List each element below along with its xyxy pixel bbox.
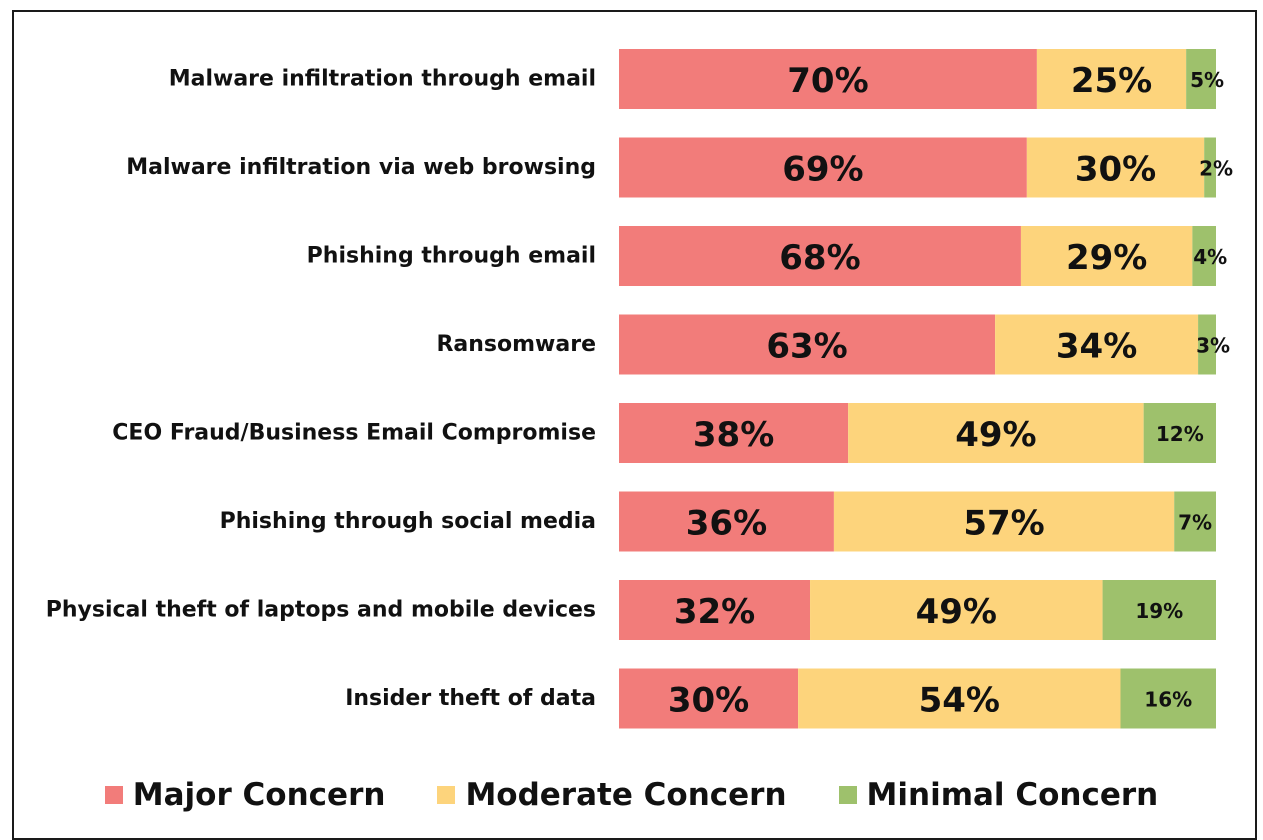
data-label-minimal: 4% (1193, 245, 1227, 269)
bar-segment-moderate (1036, 49, 1187, 109)
data-label-moderate: 25% (1071, 61, 1152, 101)
bar-segment-moderate (810, 580, 1103, 640)
bar-segment-moderate (1026, 137, 1205, 198)
data-label-minimal: 12% (1156, 422, 1204, 446)
data-label-major: 69% (782, 150, 863, 190)
legend-item-minimal: Minimal Concern (838, 777, 1159, 813)
legend-label-moderate: Moderate Concern (465, 777, 787, 813)
bar-segment-minimal (1198, 314, 1216, 375)
legend-item-moderate: Moderate Concern (437, 777, 787, 813)
bar-segment-minimal (1186, 49, 1216, 109)
category-label: Insider theft of data (345, 686, 596, 711)
data-label-minimal: 5% (1190, 68, 1224, 92)
data-label-major: 68% (779, 238, 860, 278)
data-label-moderate: 49% (955, 415, 1036, 455)
category-label: Malware infiltration through email (169, 67, 596, 92)
data-label-moderate: 30% (1075, 150, 1156, 190)
data-label-major: 38% (693, 415, 774, 455)
legend-label-major: Major Concern (132, 777, 386, 813)
category-label: Physical theft of laptops and mobile dev… (46, 598, 596, 623)
bar-segment-major (619, 491, 834, 552)
bar-segment-major (619, 49, 1037, 109)
data-label-major: 63% (766, 327, 847, 367)
bar-segment-major (619, 314, 996, 375)
data-label-minimal: 19% (1135, 599, 1183, 623)
bar-segment-major (619, 403, 849, 463)
legend-swatch-major (104, 786, 123, 804)
bar-segment-minimal (1143, 403, 1216, 463)
legend-label-minimal: Minimal Concern (866, 777, 1159, 813)
data-label-major: 32% (674, 592, 755, 632)
bar-segment-moderate (848, 403, 1144, 463)
bar-segment-minimal (1174, 491, 1216, 552)
data-label-moderate: 34% (1056, 327, 1137, 367)
bar-segment-major (619, 226, 1021, 286)
category-label: CEO Fraud/Business Email Compromise (112, 421, 596, 446)
data-label-minimal: 16% (1144, 688, 1192, 712)
legend-swatch-minimal (838, 786, 857, 804)
legend-item-major: Major Concern (104, 777, 386, 813)
category-label: Malware infiltration via web browsing (126, 155, 596, 180)
bar-segment-minimal (1192, 226, 1216, 286)
stacked-bar-chart: Malware infiltration through email 70% 25%… (46, 49, 1233, 729)
data-label-minimal: 2% (1199, 157, 1233, 181)
bar-segment-major (619, 580, 811, 640)
data-label-major: 36% (686, 504, 767, 544)
bar-segment-minimal (1120, 668, 1216, 729)
bar-segment-major (619, 137, 1027, 198)
bar-segment-minimal (1204, 137, 1216, 198)
data-label-major: 30% (668, 681, 749, 721)
category-label: Ransomware (436, 332, 596, 357)
legend: Major Concern Moderate Concern Minimal C… (0, 772, 1263, 818)
bar-segment-minimal (1102, 580, 1216, 640)
legend-swatch-moderate (437, 786, 456, 804)
data-label-moderate: 29% (1066, 238, 1147, 278)
data-label-moderate: 49% (916, 592, 997, 632)
category-label: Phishing through social media (220, 509, 596, 534)
category-label: Phishing through email (307, 244, 596, 269)
data-label-minimal: 7% (1178, 511, 1212, 535)
data-label-moderate: 57% (963, 504, 1044, 544)
bar-segment-major (619, 668, 799, 729)
data-label-major: 70% (787, 61, 868, 101)
bar-segment-moderate (995, 314, 1199, 375)
data-label-moderate: 54% (919, 681, 1000, 721)
bar-segment-moderate (1020, 226, 1193, 286)
data-label-minimal: 3% (1196, 334, 1230, 358)
bar-segment-moderate (833, 491, 1175, 552)
bar-segment-moderate (798, 668, 1121, 729)
